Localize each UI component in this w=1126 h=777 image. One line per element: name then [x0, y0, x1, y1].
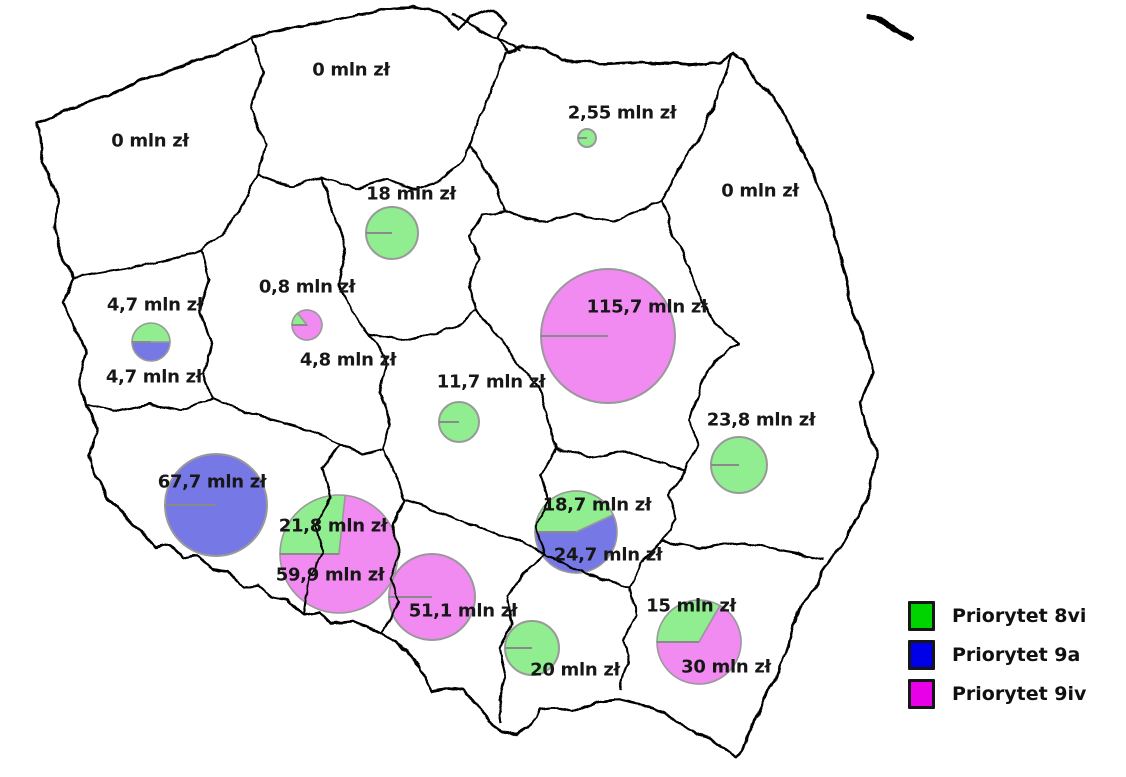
legend-item-9a: Priorytet 9a: [908, 639, 1086, 670]
pie-podkarpackie: [656, 599, 742, 685]
pies-layer: [131, 128, 768, 685]
legend-label: Priorytet 8vi: [952, 604, 1087, 627]
pie-slice-8vi: [534, 490, 615, 533]
legend-label: Priorytet 9a: [952, 643, 1081, 666]
legend-label: Priorytet 9iv: [952, 682, 1087, 705]
pie-malopolskie: [504, 620, 560, 676]
pie-mazowieckie: [540, 268, 676, 404]
pie-lodzkie: [438, 401, 480, 443]
pie-lubuskie: [131, 322, 171, 362]
pie-slaskie: [388, 553, 476, 641]
pie-warminsko-mazurskie: [577, 128, 597, 148]
legend-item-8vi: Priorytet 8vi: [908, 600, 1087, 631]
legend: Priorytet 8vi Priorytet 9a Priorytet 9iv: [908, 600, 1087, 719]
pie-slice-8vi: [279, 494, 347, 555]
map-land: [36, 5, 912, 759]
pie-lubelskie: [710, 436, 768, 494]
pie-dolnoslaskie: [164, 453, 268, 557]
pie-kujawsko-pomorskie: [365, 206, 419, 260]
legend-swatch-blue: [908, 639, 935, 670]
legend-swatch-magenta: [908, 678, 935, 709]
pie-opolskie: [279, 494, 399, 614]
pie-slice-9iv: [656, 604, 742, 685]
pie-slice-9a: [131, 341, 171, 362]
pie-wielkopolskie: [291, 309, 323, 341]
legend-item-9iv: Priorytet 9iv: [908, 678, 1087, 709]
legend-swatch-green: [908, 600, 935, 631]
pie-slice-8vi: [131, 322, 171, 343]
